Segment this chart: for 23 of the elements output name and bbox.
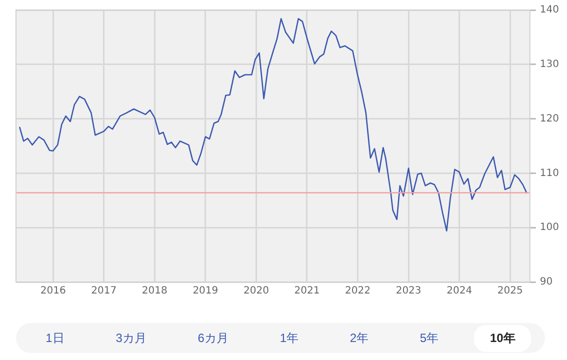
x-tick-label: 2019 xyxy=(192,286,218,297)
x-tick-label: 2020 xyxy=(243,286,269,297)
x-tick-label: 2023 xyxy=(396,286,422,297)
y-tick-label: 90 xyxy=(540,276,553,288)
x-tick-label: 2022 xyxy=(345,286,370,297)
text: 1年 xyxy=(278,330,300,346)
x-tick-label: 2018 xyxy=(142,286,168,297)
x-tick-label: 2016 xyxy=(40,286,66,297)
y-tick-label: 110 xyxy=(540,168,560,179)
y-tick-label: 140 xyxy=(540,4,560,16)
x-tick-label: 2017 xyxy=(91,286,117,297)
text: 1日 xyxy=(44,330,66,346)
y-tick-label: 100 xyxy=(540,222,560,234)
text: 10年 xyxy=(474,324,532,352)
text: 2年 xyxy=(348,330,370,346)
text: 5年 xyxy=(418,330,440,346)
x-tick-label: 2024 xyxy=(446,286,472,297)
x-tick-label: 2025 xyxy=(497,286,523,297)
x-tick-label: 2021 xyxy=(294,286,320,297)
text: 3カ月 xyxy=(114,330,148,346)
y-tick-label: 130 xyxy=(540,58,560,70)
text: 6カ月 xyxy=(196,330,230,346)
y-tick-label: 120 xyxy=(540,113,560,124)
